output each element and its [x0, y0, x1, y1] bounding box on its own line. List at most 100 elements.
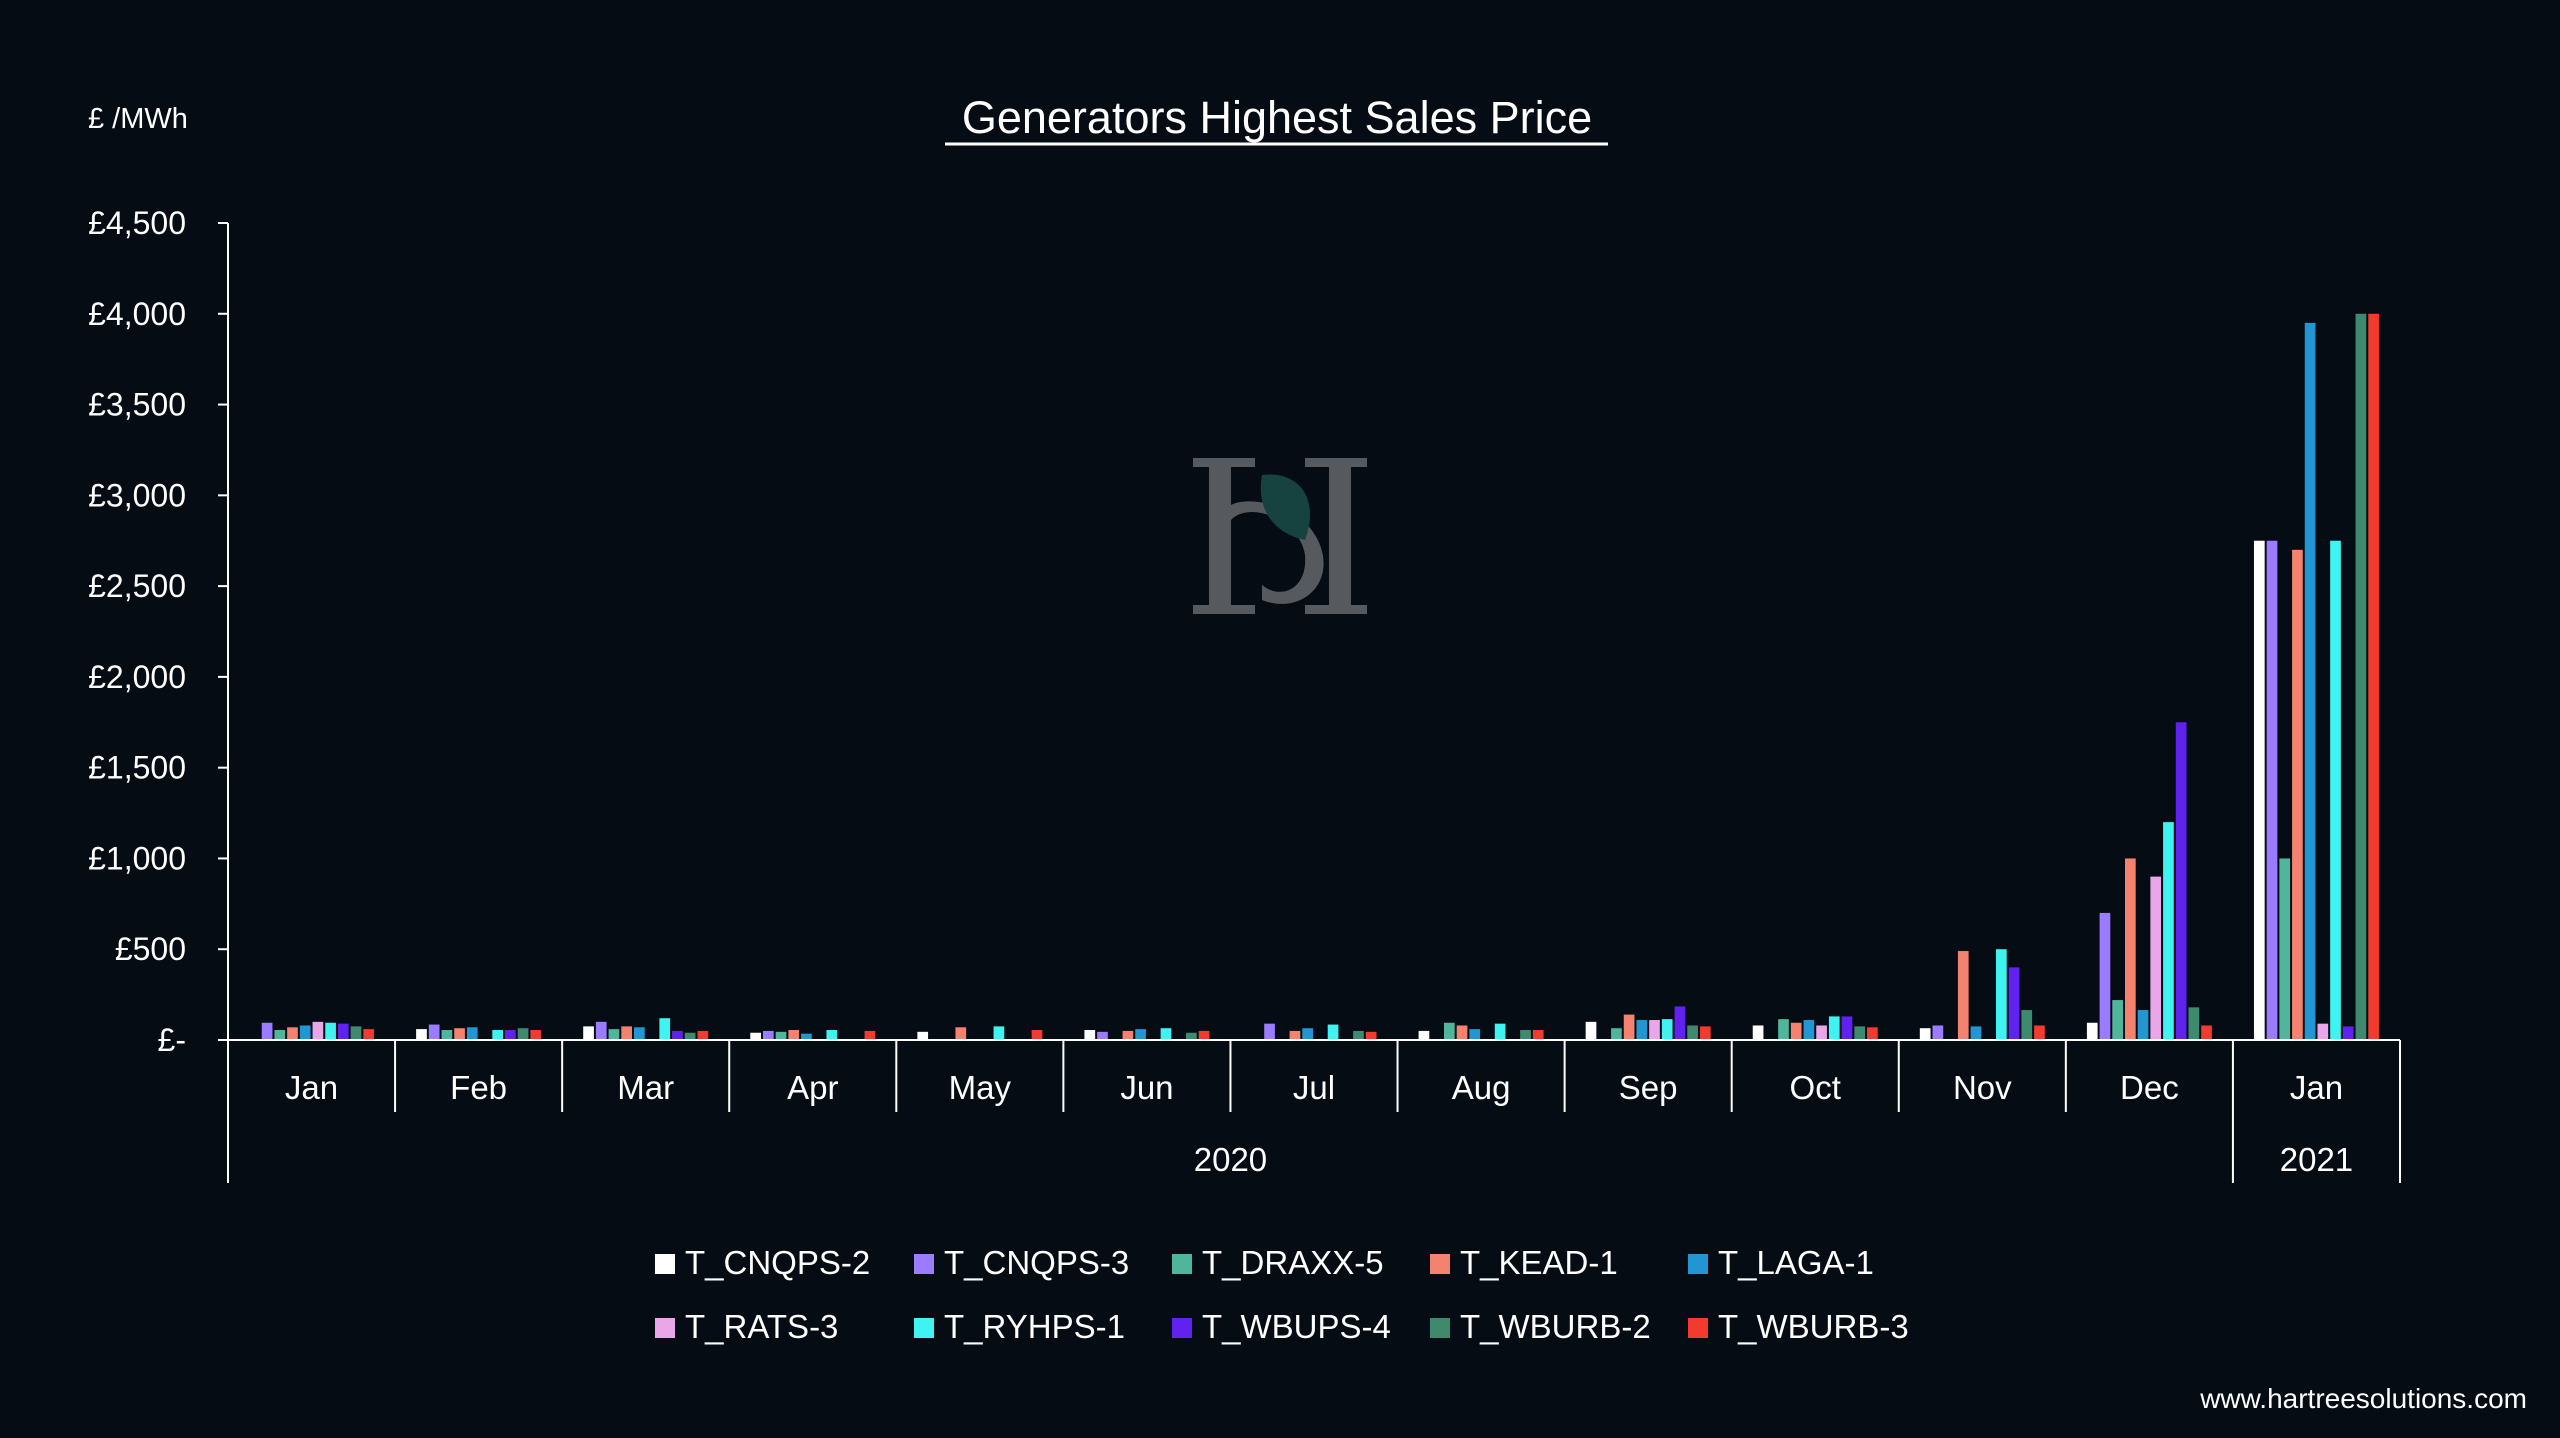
bar	[1841, 1016, 1853, 1040]
bar	[1778, 1019, 1789, 1040]
bar	[517, 1028, 529, 1040]
bar	[299, 1025, 311, 1040]
bar	[1443, 1022, 1455, 1040]
y-tick-label: £4,000	[88, 296, 186, 332]
bar	[2253, 540, 2265, 1040]
bar	[1803, 1020, 1815, 1040]
bar	[1031, 1030, 1043, 1040]
bar	[2188, 1007, 2200, 1040]
x-tick-label: Apr	[787, 1069, 838, 1106]
legend-swatch	[1688, 1318, 1708, 1338]
bar	[2304, 322, 2316, 1040]
legend-swatch	[655, 1254, 675, 1274]
x-tick-label: Jul	[1293, 1069, 1335, 1106]
x-tick-label: Aug	[1452, 1069, 1511, 1106]
legend-label: T_DRAXX-5	[1202, 1244, 1384, 1281]
bar	[1699, 1026, 1711, 1040]
bar	[1456, 1025, 1468, 1040]
bar	[1327, 1024, 1339, 1040]
x-tick-label: Jan	[285, 1069, 338, 1106]
bar	[1649, 1020, 1660, 1040]
bar	[788, 1030, 800, 1040]
legend-label: T_LAGA-1	[1718, 1244, 1874, 1281]
bar	[1854, 1026, 1866, 1040]
x-tick-label: Oct	[1790, 1069, 1841, 1106]
x-tick-label: Mar	[617, 1069, 674, 1106]
y-tick-label: £-	[158, 1022, 186, 1058]
bar	[2124, 858, 2136, 1040]
bar	[466, 1027, 478, 1040]
bar	[684, 1032, 696, 1040]
bar	[2292, 549, 2303, 1040]
bar	[2279, 858, 2291, 1040]
bar	[325, 1022, 336, 1040]
legend-label: T_RATS-3	[685, 1308, 838, 1345]
bar	[363, 1029, 375, 1040]
bar	[492, 1030, 504, 1040]
bar	[1957, 951, 1969, 1040]
bar	[2034, 1025, 2045, 1040]
x-tick-label: Nov	[1953, 1069, 2012, 1106]
y-tick-label: £2,500	[88, 568, 186, 604]
bar	[1520, 1030, 1531, 1040]
bar	[2099, 912, 2111, 1040]
bar	[672, 1030, 683, 1040]
bar	[1186, 1032, 1197, 1040]
bar	[1828, 1016, 1840, 1040]
bar	[917, 1031, 929, 1040]
y-tick-label: £3,000	[88, 477, 186, 513]
bar	[621, 1026, 632, 1040]
bar	[2137, 1010, 2149, 1040]
legend-label: T_KEAD-1	[1460, 1244, 1618, 1281]
y-tick-label: £2,000	[88, 659, 186, 695]
bar	[608, 1029, 620, 1040]
bar	[337, 1023, 349, 1040]
legend-label: T_RYHPS-1	[944, 1308, 1125, 1345]
bar	[1097, 1031, 1108, 1040]
bar	[1160, 1028, 1172, 1040]
legend-swatch	[1430, 1254, 1450, 1274]
bar	[993, 1026, 1005, 1040]
bar	[1365, 1031, 1377, 1040]
legend-swatch	[1172, 1318, 1192, 1338]
bar	[955, 1027, 967, 1040]
y-axis-label: £ /MWh	[88, 103, 188, 135]
bar	[2368, 313, 2379, 1040]
bar	[2175, 722, 2187, 1040]
x-tick-label: May	[949, 1069, 1012, 1106]
bar	[1418, 1030, 1430, 1040]
bar	[2330, 540, 2341, 1040]
footer-website: www.hartreesolutions.com	[2199, 1383, 2527, 1414]
bar	[2163, 822, 2174, 1040]
bar	[1996, 949, 2007, 1040]
bar	[1469, 1029, 1481, 1040]
legend-label: T_WBURB-3	[1718, 1308, 1909, 1345]
x-tick-label: Dec	[2120, 1069, 2179, 1106]
y-tick-label: £3,500	[88, 387, 186, 423]
legend-label: T_CNQPS-3	[944, 1244, 1129, 1281]
bar	[583, 1026, 594, 1040]
y-tick-label: £1,000	[88, 840, 186, 876]
legend-swatch	[1688, 1254, 1708, 1274]
bar	[454, 1028, 465, 1040]
bar	[775, 1031, 787, 1040]
bar	[1532, 1030, 1544, 1040]
y-tick-label: £4,500	[88, 205, 186, 241]
bar	[1611, 1028, 1622, 1040]
bar	[1122, 1030, 1134, 1040]
y-tick-label: £500	[115, 931, 186, 967]
bar	[261, 1022, 273, 1040]
bar	[1932, 1025, 1944, 1040]
bar	[2086, 1022, 2098, 1040]
bar	[2355, 313, 2367, 1040]
bar	[1585, 1021, 1597, 1040]
bar	[1494, 1023, 1506, 1040]
bar	[287, 1027, 298, 1040]
bar	[1302, 1028, 1313, 1040]
legend: T_CNQPS-2 T_CNQPS-3 T_DRAXX-5 T_KEAD-1 T_LAG…	[655, 1244, 1909, 1345]
bar	[826, 1030, 838, 1040]
bar	[1135, 1029, 1146, 1040]
bar	[416, 1029, 427, 1040]
